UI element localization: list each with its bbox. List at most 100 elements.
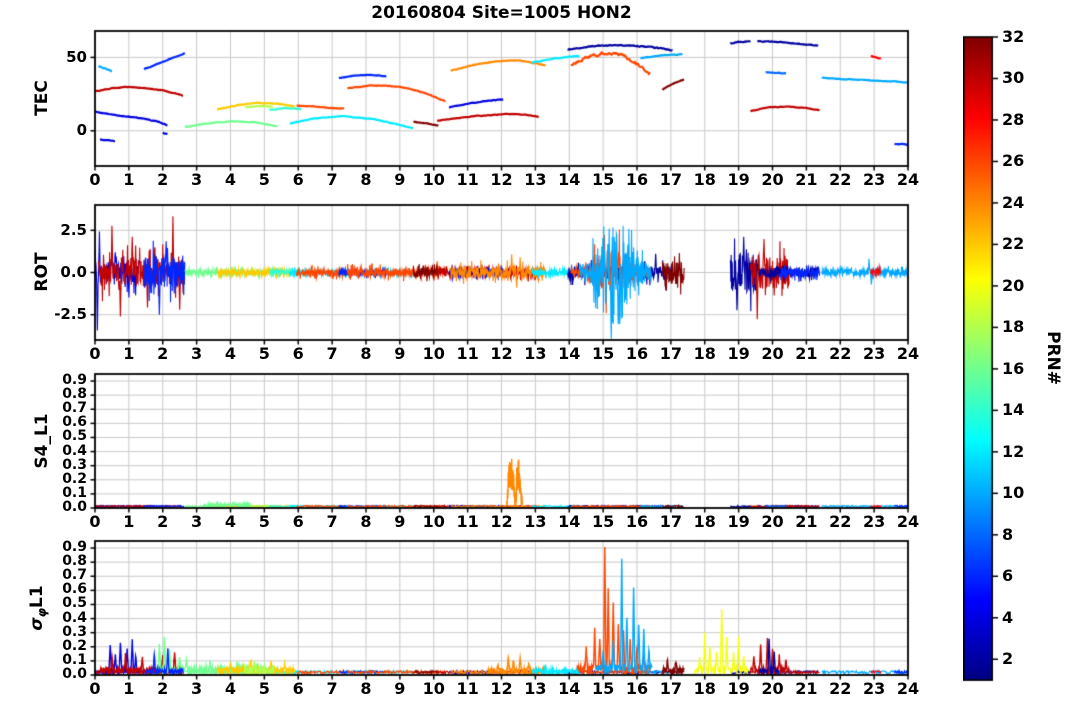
x-tick-label: 22	[829, 170, 852, 189]
x-tick-label: 3	[191, 679, 203, 698]
y-tick-label: 0.6	[62, 414, 87, 431]
x-tick-label: 11	[456, 679, 479, 698]
colorbar-tick-label: 20	[1002, 275, 1025, 295]
y-tick-label: 0.2	[62, 637, 87, 654]
colorbar-tick-label: 14	[1002, 400, 1025, 420]
x-tick-label: 20	[761, 679, 784, 698]
x-tick-label: 5	[258, 512, 270, 531]
colorbar-tick-label: 16	[1002, 358, 1025, 378]
x-tick-label: 20	[761, 344, 784, 363]
colorbar-label: PRN#	[1043, 330, 1063, 386]
x-tick-label: 7	[326, 344, 338, 363]
y-tick-label: 0.3	[62, 623, 87, 640]
x-tick-label: 23	[862, 679, 886, 698]
x-tick-label: 1	[123, 170, 135, 189]
x-tick-label: 1	[123, 344, 135, 363]
x-tick-label: 21	[795, 512, 818, 531]
x-tick-label: 9	[394, 170, 406, 189]
y-tick-label: 0.2	[62, 470, 87, 487]
x-tick-label: 1	[123, 512, 135, 531]
y-tick-label: 0.1	[62, 484, 87, 501]
x-tick-label: 12	[490, 344, 513, 363]
colorbar-tick-label: 8	[1002, 524, 1014, 544]
x-tick-label: 14	[558, 512, 581, 531]
y-tick-label: -2.5	[54, 305, 87, 324]
y-tick-label: 0.7	[62, 567, 87, 584]
x-tick-label: 5	[258, 170, 270, 189]
x-tick-label: 15	[591, 512, 615, 531]
sigma-phi-panel-canvas	[87, 533, 916, 683]
x-tick-label: 21	[795, 170, 818, 189]
x-tick-label: 2	[157, 170, 169, 189]
x-tick-label: 2	[157, 512, 169, 531]
y-tick-label: 0.3	[62, 456, 87, 473]
y-tick-label: 0	[76, 121, 87, 140]
x-tick-label: 16	[625, 512, 649, 531]
x-tick-label: 18	[693, 170, 716, 189]
x-tick-label: 8	[360, 344, 372, 363]
x-tick-label: 0	[89, 344, 101, 363]
y-tick-label: 0.1	[62, 651, 87, 668]
x-tick-label: 6	[292, 679, 304, 698]
x-tick-label: 23	[862, 170, 886, 189]
x-tick-label: 11	[456, 170, 479, 189]
colorbar-tick-label: 18	[1002, 317, 1025, 337]
x-tick-label: 4	[224, 679, 237, 698]
x-tick-label: 5	[258, 344, 270, 363]
x-tick-label: 2	[157, 679, 169, 698]
x-tick-label: 13	[524, 344, 547, 363]
y-tick-label: 0.9	[62, 372, 87, 389]
x-tick-label: 12	[490, 170, 513, 189]
x-tick-label: 15	[591, 344, 615, 363]
x-tick-label: 17	[659, 344, 682, 363]
colorbar-canvas	[963, 35, 1003, 682]
y-tick-label: 0.0	[62, 499, 87, 515]
colorbar-tick-label: 10	[1002, 483, 1025, 503]
x-tick-label: 21	[795, 679, 818, 698]
x-tick-label: 17	[659, 512, 682, 531]
x-tick-label: 16	[625, 679, 649, 698]
x-tick-label: 1	[123, 679, 135, 698]
x-tick-label: 18	[693, 679, 716, 698]
colorbar-tick-label: 24	[1002, 192, 1025, 212]
x-tick-label: 6	[292, 512, 304, 531]
x-tick-label: 10	[422, 512, 445, 531]
x-tick-label: 24	[896, 170, 920, 189]
y-tick-label: 0.0	[62, 666, 87, 682]
rot-panel-canvas	[87, 197, 916, 348]
x-tick-label: 7	[326, 170, 338, 189]
x-tick-label: 16	[625, 170, 649, 189]
x-tick-label: 12	[490, 512, 513, 531]
x-tick-label: 3	[191, 170, 203, 189]
colorbar-tick-label: 30	[1002, 68, 1025, 88]
x-tick-label: 24	[896, 344, 920, 363]
x-tick-label: 9	[394, 512, 406, 531]
y-tick-label: 0.5	[62, 595, 87, 612]
x-tick-label: 8	[360, 512, 372, 531]
x-tick-label: 17	[659, 170, 682, 189]
x-tick-label: 10	[422, 344, 445, 363]
x-tick-label: 17	[659, 679, 682, 698]
x-tick-label: 13	[524, 170, 547, 189]
x-tick-label: 4	[224, 512, 237, 531]
x-tick-label: 2	[157, 344, 169, 363]
x-tick-label: 14	[558, 679, 581, 698]
x-tick-label: 19	[727, 344, 750, 363]
x-tick-label: 0	[89, 512, 101, 531]
colorbar-tick-label: 12	[1002, 441, 1025, 461]
x-tick-label: 16	[625, 344, 649, 363]
x-tick-label: 22	[829, 679, 852, 698]
y-tick-label: 0.5	[62, 428, 87, 445]
x-tick-label: 24	[896, 679, 920, 698]
colorbar-tick-label: 26	[1002, 151, 1025, 171]
x-tick-label: 13	[524, 512, 547, 531]
x-tick-label: 11	[456, 512, 479, 531]
y-tick-label: 50	[66, 47, 87, 66]
y-tick-label: 0.0	[60, 263, 87, 281]
x-tick-label: 23	[862, 344, 886, 363]
colorbar-tick-label: 32	[1002, 27, 1025, 46]
x-tick-label: 7	[326, 512, 338, 531]
y-tick-label: 0.7	[62, 400, 87, 417]
x-tick-label: 19	[727, 679, 750, 698]
